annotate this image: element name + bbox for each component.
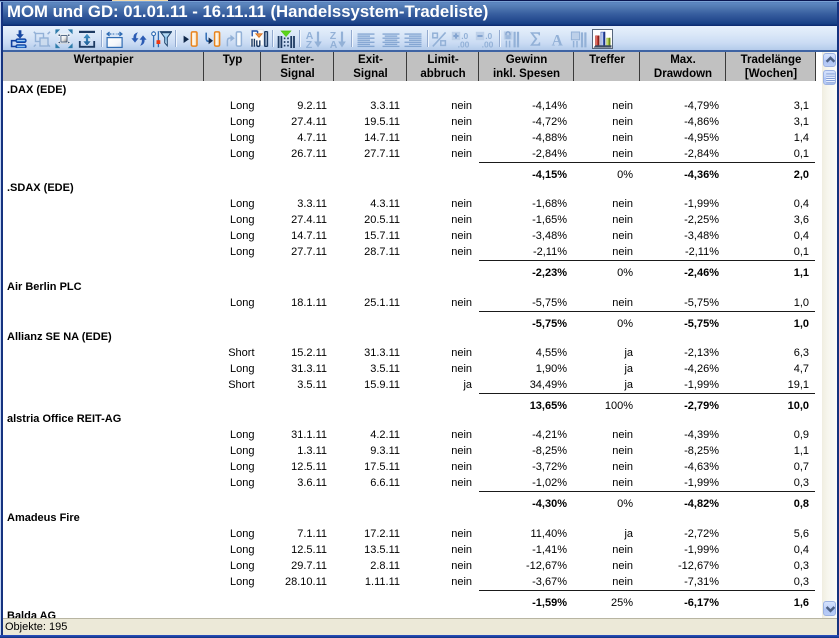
svg-text:.00: .00 bbox=[482, 39, 494, 48]
svg-text:.0: .0 bbox=[461, 31, 468, 41]
svg-text:.00: .00 bbox=[458, 39, 470, 48]
svg-text:A: A bbox=[330, 39, 338, 48]
svg-text:.0: .0 bbox=[485, 31, 492, 41]
svg-text:A: A bbox=[306, 30, 314, 42]
svg-text:Z: Z bbox=[306, 39, 313, 48]
svg-text:A: A bbox=[552, 32, 564, 48]
svg-text:Z: Z bbox=[330, 30, 337, 42]
